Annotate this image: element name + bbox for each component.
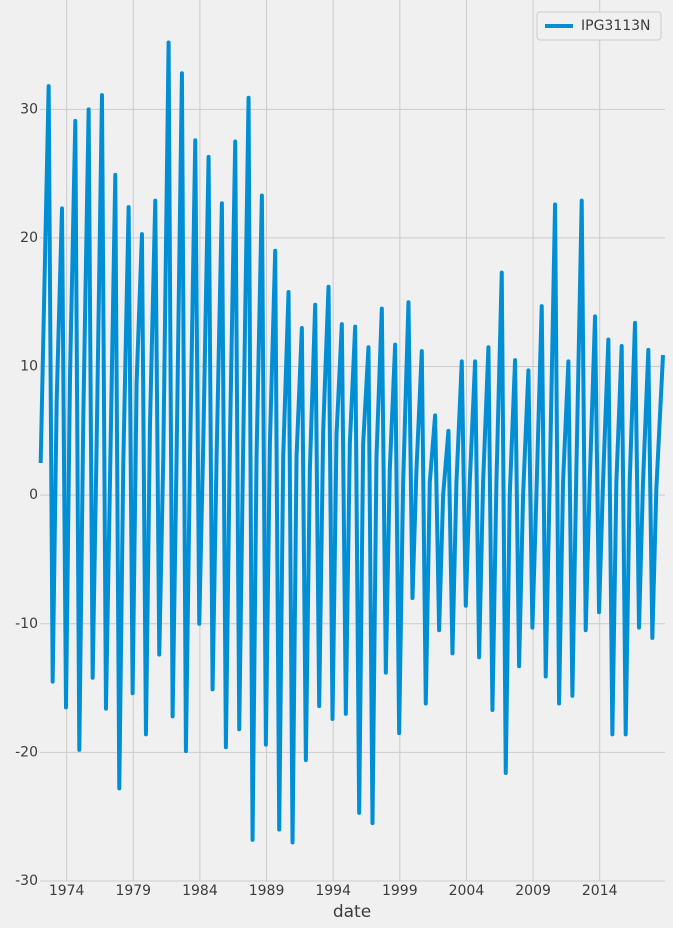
x-axis-label: date [333, 902, 371, 922]
x-tick-label: 1994 [315, 883, 351, 899]
x-tick-label: 1984 [182, 883, 218, 899]
x-tick-label: 2014 [582, 883, 618, 899]
x-tick-label: 2004 [449, 883, 485, 899]
y-tick-label: -20 [15, 744, 38, 760]
y-tick-label: 10 [20, 359, 38, 375]
legend-box [536, 11, 662, 41]
y-tick-label: 30 [20, 101, 38, 117]
y-tick-label: -10 [15, 616, 38, 632]
x-tick-label: 2009 [515, 883, 551, 899]
series-line [38, 40, 665, 845]
x-tick-label: 1979 [115, 883, 151, 899]
y-tick-label: 20 [20, 230, 38, 246]
y-tick-label: 0 [29, 487, 38, 503]
legend-label: IPG3113N [581, 18, 651, 34]
x-tick-label: 1989 [249, 883, 285, 899]
y-tick-label: -30 [15, 873, 38, 889]
x-tick-label: 1974 [49, 883, 85, 899]
x-tick-label: 1999 [382, 883, 418, 899]
